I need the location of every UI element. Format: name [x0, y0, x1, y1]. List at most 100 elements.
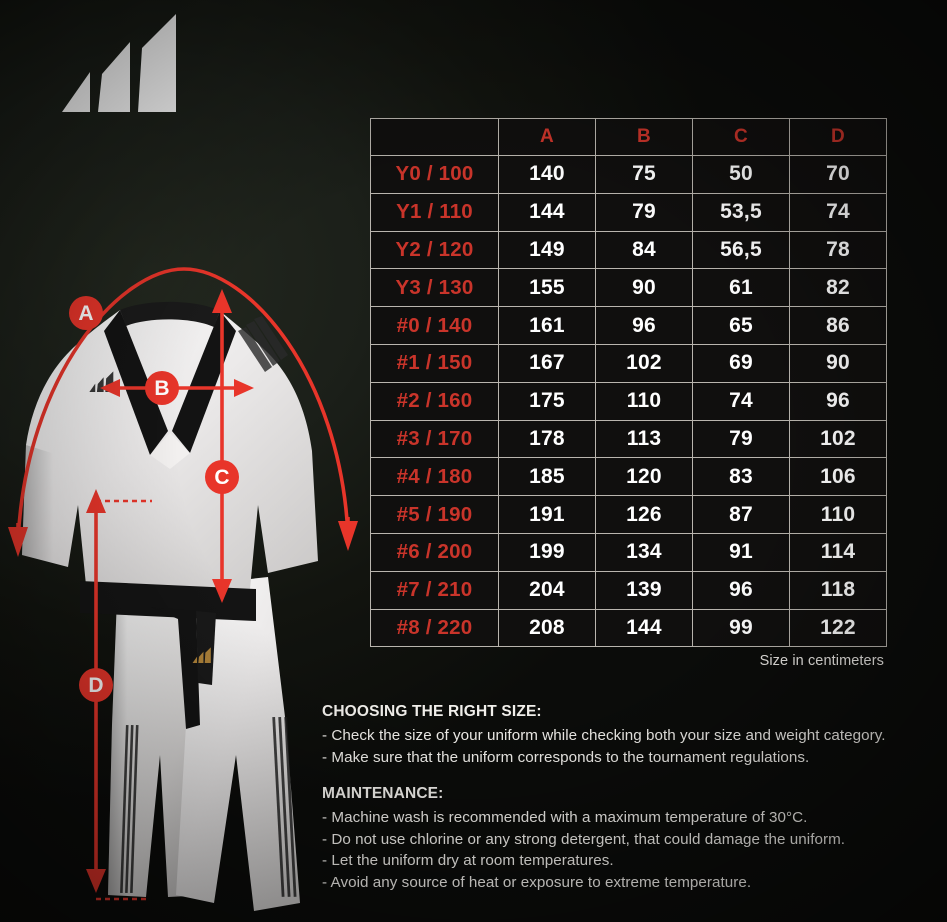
table-row: #7 / 210 204 139 96 118	[370, 570, 887, 610]
svg-text:A: A	[78, 302, 93, 325]
table-header-a: A	[498, 118, 596, 156]
table-row: Y3 / 130 155 90 61 82	[370, 268, 887, 308]
adidas-three-bars-logo	[62, 14, 176, 112]
size-label-cell: Y0 / 100	[370, 155, 499, 194]
measure-a-cell: 167	[498, 343, 596, 383]
size-label-cell: #2 / 160	[370, 381, 499, 421]
uniform-measurement-diagram: A B C D	[8, 267, 358, 911]
measure-d-cell: 102	[789, 419, 887, 459]
maintenance-block: MAINTENANCE: - Machine wash is recommend…	[322, 785, 922, 893]
measure-d-cell: 74	[789, 192, 887, 232]
measure-b-cell: 113	[595, 419, 693, 459]
measure-c-cell: 87	[692, 495, 790, 534]
size-label-cell: Y2 / 120	[370, 230, 499, 270]
measure-c-cell: 65	[692, 306, 790, 345]
measure-b-cell: 120	[595, 457, 693, 497]
measure-c-cell: 96	[692, 570, 790, 610]
uniform-jacket	[22, 301, 318, 589]
size-label-cell: Y3 / 130	[370, 268, 499, 308]
size-label-cell: #3 / 170	[370, 419, 499, 459]
choosing-the-right-size-block: CHOOSING THE RIGHT SIZE: - Check the siz…	[322, 703, 922, 768]
size-label-cell: #7 / 210	[370, 570, 499, 610]
table-row: #5 / 190 191 126 87 110	[370, 495, 887, 534]
size-table: A B C D Y0 / 100 140 75 50 70 Y1 / 110 144 79 53…	[370, 118, 887, 648]
table-row: #1 / 150 167 102 69 90	[370, 343, 887, 383]
measure-d-cell: 110	[789, 495, 887, 534]
info-line: - Make sure that the uniform corresponds…	[322, 748, 810, 766]
measure-d-cell: 122	[789, 608, 887, 648]
measure-d-cell: 78	[789, 230, 887, 270]
measure-b-cell: 144	[595, 608, 693, 648]
measure-a-cell: 155	[498, 268, 596, 308]
maintenance-heading: MAINTENANCE:	[322, 785, 444, 803]
table-row: Y1 / 110 144 79 53,5 74	[370, 192, 887, 232]
measure-d-cell: 118	[789, 570, 887, 610]
table-header-corner	[370, 118, 499, 156]
table-row: #2 / 160 175 110 74 96	[370, 381, 887, 421]
table-row: Y2 / 120 149 84 56,5 78	[370, 230, 887, 270]
svg-text:B: B	[154, 377, 169, 400]
table-row: #8 / 220 208 144 99 122	[370, 608, 887, 648]
table-unit-note: Size in centimeters	[759, 653, 884, 670]
measure-b-cell: 96	[595, 306, 693, 345]
measure-d-cell: 86	[789, 306, 887, 345]
info-line: - Machine wash is recommended with a max…	[322, 809, 808, 827]
measure-b-cell: 79	[595, 192, 693, 232]
measure-d-cell: 82	[789, 268, 887, 308]
measure-d-cell: 96	[789, 381, 887, 421]
measure-c-cell: 74	[692, 381, 790, 421]
measure-a-cell: 144	[498, 192, 596, 232]
measure-d-cell: 114	[789, 532, 887, 572]
svg-text:C: C	[214, 466, 229, 489]
table-header-d: D	[789, 118, 887, 156]
info-line: - Do not use chlorine or any strong dete…	[322, 830, 846, 848]
measure-a-cell: 185	[498, 457, 596, 497]
measure-c-cell: 53,5	[692, 192, 790, 232]
size-label-cell: #1 / 150	[370, 343, 499, 383]
measure-b-cell: 110	[595, 381, 693, 421]
table-row: #3 / 170 178 113 79 102	[370, 419, 887, 459]
size-label-cell: Y1 / 110	[370, 192, 499, 232]
measure-c-cell: 61	[692, 268, 790, 308]
size-label-cell: #4 / 180	[370, 457, 499, 497]
choosing-lines: - Check the size of your uniform while c…	[322, 725, 922, 768]
measure-c-cell: 99	[692, 608, 790, 648]
measure-c-cell: 91	[692, 532, 790, 572]
measure-b-cell: 126	[595, 495, 693, 534]
measure-a-cell: 161	[498, 306, 596, 345]
table-row: #0 / 140 161 96 65 86	[370, 306, 887, 345]
measure-b-cell: 134	[595, 532, 693, 572]
measure-a-cell: 178	[498, 419, 596, 459]
size-label-cell: #0 / 140	[370, 306, 499, 345]
measure-b-cell: 102	[595, 343, 693, 383]
table-header-b: B	[595, 118, 693, 156]
choosing-heading: CHOOSING THE RIGHT SIZE:	[322, 703, 542, 720]
measure-d-cell: 70	[789, 155, 887, 194]
size-table-container: A B C D Y0 / 100 140 75 50 70 Y1 / 110 144 79 53…	[370, 118, 887, 670]
table-header-row: A B C D	[370, 118, 887, 156]
maintenance-lines: - Machine wash is recommended with a max…	[322, 807, 922, 893]
svg-text:D: D	[88, 674, 103, 697]
measure-c-cell: 79	[692, 419, 790, 459]
info-section: CHOOSING THE RIGHT SIZE: - Check the siz…	[322, 703, 922, 893]
measure-b-cell: 75	[595, 155, 693, 194]
measure-a-cell: 199	[498, 532, 596, 572]
table-row: #4 / 180 185 120 83 106	[370, 457, 887, 497]
measure-b-cell: 84	[595, 230, 693, 270]
measure-d-cell: 106	[789, 457, 887, 497]
measure-d-cell: 90	[789, 343, 887, 383]
info-line: - Let the uniform dry at room temperatur…	[322, 852, 614, 870]
measure-a-cell: 204	[498, 570, 596, 610]
measure-a-cell: 140	[498, 155, 596, 194]
measure-b-cell: 139	[595, 570, 693, 610]
measure-c-cell: 69	[692, 343, 790, 383]
measure-a-cell: 149	[498, 230, 596, 270]
table-header-c: C	[692, 118, 790, 156]
measure-a-cell: 208	[498, 608, 596, 648]
size-label-cell: #6 / 200	[370, 532, 499, 572]
info-line: - Avoid any source of heat or exposure t…	[322, 873, 752, 891]
size-label-cell: #5 / 190	[370, 495, 499, 534]
table-row: #6 / 200 199 134 91 114	[370, 532, 887, 572]
measure-a-cell: 175	[498, 381, 596, 421]
